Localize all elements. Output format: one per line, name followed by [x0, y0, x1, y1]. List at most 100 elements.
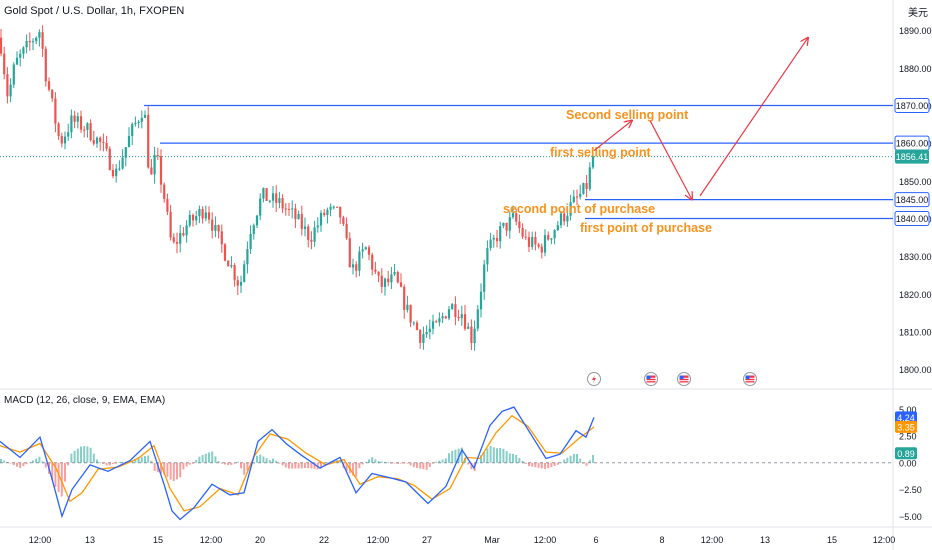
candle	[76, 112, 79, 129]
candle	[531, 231, 534, 250]
candle-body	[255, 215, 259, 226]
candle-body	[201, 209, 204, 219]
macd-histogram-bar	[320, 462, 322, 469]
flag-stripe-white	[745, 380, 755, 382]
macd-histogram-bar	[403, 462, 406, 464]
candle-body	[70, 115, 73, 133]
macd-histogram-bar	[28, 462, 31, 464]
macd-histogram-bar	[272, 458, 274, 463]
candle-body	[393, 272, 396, 275]
candle-body	[457, 316, 460, 319]
candle-body	[463, 314, 467, 329]
candle	[236, 275, 239, 296]
candle-body	[534, 236, 537, 245]
macd-histogram-bar	[60, 462, 63, 497]
macd-histogram-bar	[457, 448, 460, 463]
macd-histogram-bar	[556, 462, 559, 465]
candle-body	[291, 208, 294, 210]
candle-body	[329, 206, 332, 210]
macd-histogram-bar	[396, 462, 399, 464]
candle-body	[281, 198, 284, 209]
candle	[95, 136, 99, 148]
macd-histogram-bar	[172, 462, 175, 482]
candle-body	[492, 237, 495, 240]
candle	[262, 187, 265, 203]
candle-body	[217, 224, 220, 232]
candle-body	[454, 304, 457, 317]
macd-histogram-bar	[544, 462, 546, 470]
candle	[355, 261, 358, 278]
candle-body	[54, 98, 57, 124]
candle	[553, 229, 556, 245]
macd-histogram-bar	[361, 462, 364, 465]
macd-histogram-bar	[80, 446, 82, 463]
macd-histogram-bar	[224, 462, 226, 465]
candle-body	[108, 148, 111, 170]
candle-body	[287, 208, 291, 210]
candle-body	[246, 249, 249, 265]
macd-histogram-bar	[57, 462, 60, 493]
candle-body	[271, 193, 275, 201]
candle	[572, 190, 575, 204]
flag-canton	[646, 375, 651, 379]
candle-body	[396, 272, 399, 283]
macd-histogram-bar	[432, 462, 434, 464]
price-badge-label: 1870.00	[896, 101, 929, 111]
macd-histogram-bar	[230, 462, 233, 465]
candle-body	[425, 331, 428, 335]
candle	[159, 149, 163, 193]
candle	[143, 110, 147, 119]
candle	[447, 305, 451, 321]
candle	[550, 237, 553, 245]
candle-body	[588, 167, 591, 189]
candle-body	[358, 251, 361, 271]
price-tick-label: 1880.00	[899, 64, 932, 74]
macd-histogram-bar	[86, 446, 89, 463]
candle	[489, 233, 492, 251]
macd-histogram-bar	[83, 446, 86, 463]
candle	[399, 273, 403, 288]
candle	[505, 222, 508, 237]
candle	[169, 204, 172, 241]
candle	[67, 123, 70, 141]
us-flag-event-icon	[677, 372, 691, 386]
candle-body	[67, 132, 70, 137]
candle	[83, 125, 86, 138]
macd-histogram-bar	[185, 462, 188, 467]
candle	[60, 132, 63, 148]
candle	[259, 193, 262, 221]
macd-histogram-bar	[531, 462, 534, 467]
macd-histogram-bar	[115, 462, 118, 464]
candle-body	[473, 328, 476, 343]
candle	[291, 200, 294, 219]
candle	[511, 205, 515, 220]
candle-body	[319, 212, 323, 226]
annotation-label: first selling point	[550, 146, 652, 160]
currency-label: 美元	[908, 8, 928, 19]
candle-body	[275, 193, 278, 203]
candle-body	[15, 57, 19, 65]
candle	[483, 259, 486, 300]
macd-histogram-bar	[307, 462, 310, 469]
candle-body	[313, 227, 316, 242]
macd-histogram-bar	[150, 460, 153, 463]
candle-body	[169, 211, 172, 238]
macd-histogram-bar	[476, 462, 479, 464]
candle-body	[95, 137, 99, 144]
macd-histogram-bar	[467, 462, 470, 465]
macd-histogram-bar	[345, 462, 348, 472]
candle	[486, 240, 489, 272]
candle-body	[422, 334, 425, 343]
candle-body	[348, 238, 351, 268]
macd-histogram-bar	[483, 451, 486, 463]
candle-body	[278, 198, 281, 203]
macd-histogram-bar	[374, 459, 377, 463]
candle-body	[249, 233, 252, 250]
macd-histogram-bar	[515, 454, 518, 463]
candle	[124, 147, 127, 167]
macd-badge	[895, 420, 917, 433]
price-badge	[894, 97, 930, 113]
time-tick-label: 12:00	[873, 535, 896, 545]
macd-histogram-bar	[537, 462, 540, 468]
